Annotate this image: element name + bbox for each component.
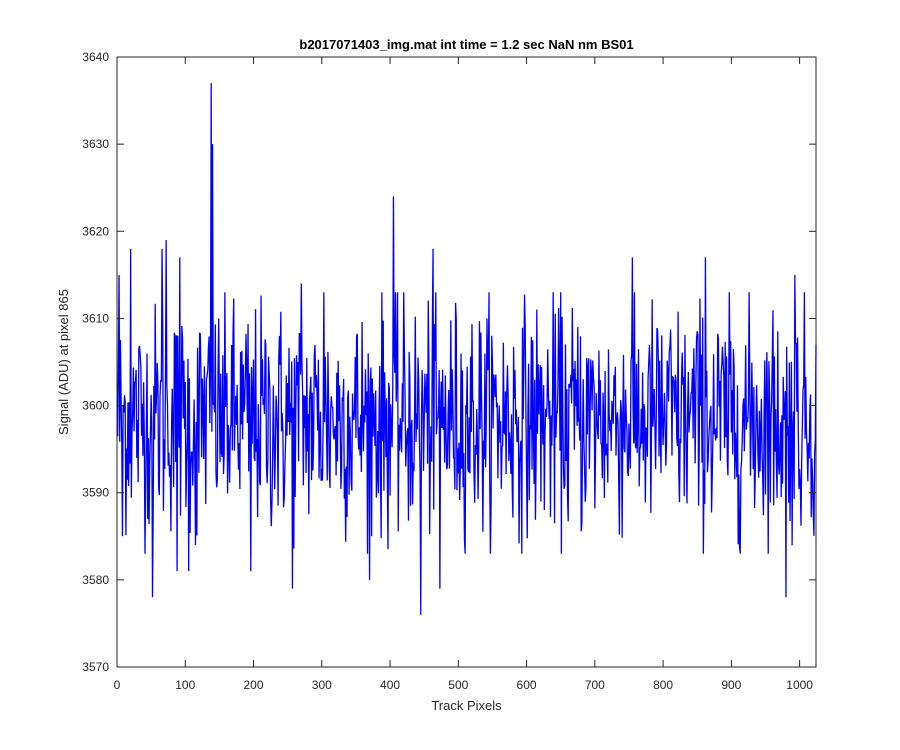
axes-box (116, 56, 817, 668)
x-tick-label: 100 (175, 678, 195, 692)
x-tick-label: 600 (517, 678, 537, 692)
x-tick-label: 200 (244, 678, 264, 692)
x-tick-label: 700 (585, 678, 605, 692)
x-tick-label: 500 (448, 678, 468, 692)
series-layer (117, 83, 817, 615)
x-tick-label: 400 (380, 678, 400, 692)
x-tick-label: 300 (312, 678, 332, 692)
y-tick-label: 3580 (82, 573, 109, 587)
x-axis-label: Track Pixels (431, 698, 502, 713)
x-tick-label: 900 (721, 678, 741, 692)
x-tick-label: 0 (114, 678, 121, 692)
y-tick-label: 3620 (82, 224, 109, 238)
plot-background (116, 56, 817, 668)
y-axis-label: Signal (ADU) at pixel 865 (56, 289, 71, 435)
chart-title: b2017071403_img.mat int time = 1.2 sec N… (299, 37, 633, 52)
x-axis-ticks: 0 100 200 300 400 500 600 700 800 900 1000 (114, 57, 813, 692)
y-axis-ticks: 3570 3580 3590 3600 3610 3620 3630 3640 (82, 50, 816, 674)
y-tick-label: 3570 (82, 660, 109, 674)
series-line (117, 83, 817, 615)
y-tick-label: 3640 (82, 50, 109, 64)
x-tick-label: 800 (653, 678, 673, 692)
y-tick-label: 3590 (82, 486, 109, 500)
x-tick-label: 1000 (786, 678, 813, 692)
y-tick-label: 3610 (82, 311, 109, 325)
y-tick-label: 3600 (82, 399, 109, 413)
y-tick-label: 3630 (82, 137, 109, 151)
